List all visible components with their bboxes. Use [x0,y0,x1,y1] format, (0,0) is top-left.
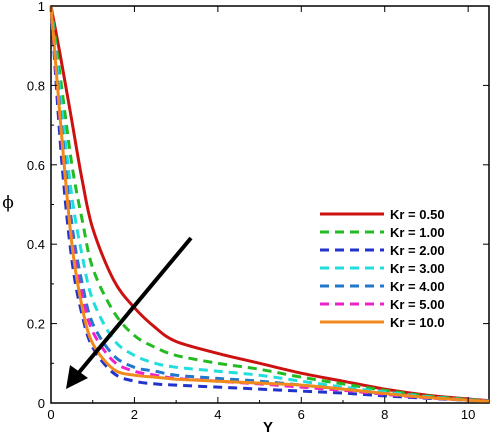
legend-label: Kr = 2.00 [390,243,445,258]
y-tick-label: 0.6 [27,158,45,173]
y-tick-label: 0.8 [27,78,45,93]
legend-label: Kr = 4.00 [390,279,445,294]
series-line-2 [49,5,490,403]
series-line-6 [49,5,490,403]
y-axis-title: ϕ [2,193,14,213]
x-tick-label: 0 [47,407,54,422]
x-tick-label: 10 [461,407,475,422]
y-tick-label: 0.4 [27,237,45,252]
legend-label: Kr = 1.00 [390,225,445,240]
legend-label: Kr = 0.50 [390,207,445,222]
y-tick-label: 1 [38,0,45,14]
legend-label: Kr = 5.00 [390,297,445,312]
x-tick-label: 2 [131,407,138,422]
legend-label: Kr = 3.00 [390,261,445,276]
x-tick-label: 6 [298,407,305,422]
legend: Kr = 0.50 Kr = 1.00 Kr = 2.00 Kr = 3.00 Kr =… [320,207,445,330]
annotation-arrow [66,236,193,389]
series-line-3 [49,5,490,403]
x-tick-label: 8 [381,407,388,422]
axes-layer: 0 2 4 6 8 10 0 0.2 0.4 0.6 0.8 1 [27,0,489,422]
y-tick-label: 0.2 [27,317,45,332]
x-tick-label: 4 [214,407,221,422]
legend-label: Kr = 10.0 [390,315,445,330]
series-layer [49,5,490,403]
arrow-head [66,365,88,389]
y-tick-label: 0 [38,396,45,411]
arrow-shaft [74,236,193,378]
series-line-1 [49,5,490,403]
x-axis-title: Y [263,419,273,436]
series-line-4 [49,5,490,403]
